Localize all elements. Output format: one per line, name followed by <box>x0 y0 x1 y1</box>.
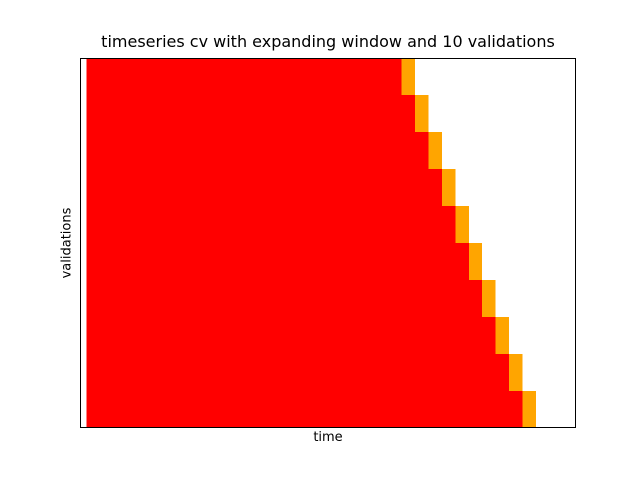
validation-bar-6 <box>455 206 469 243</box>
train-bar-8 <box>86 132 429 169</box>
validation-bar-7 <box>441 169 456 206</box>
train-bar-1 <box>86 391 523 428</box>
validation-bar-10 <box>401 58 416 95</box>
train-bar-7 <box>86 169 442 206</box>
x-axis-label: time <box>313 430 343 445</box>
y-axis-label: validations <box>59 207 75 279</box>
chart-title: timeseries cv with expanding window and … <box>101 32 555 51</box>
train-bar-5 <box>86 243 469 280</box>
train-bar-6 <box>86 206 456 243</box>
validation-bar-2 <box>508 354 523 391</box>
train-bar-3 <box>86 317 496 354</box>
train-bar-9 <box>86 95 416 132</box>
train-bar-4 <box>86 280 483 317</box>
bars-layer <box>86 58 536 428</box>
validation-bar-1 <box>522 391 536 428</box>
validation-bar-4 <box>482 280 496 317</box>
train-bar-2 <box>86 354 509 391</box>
validation-bar-9 <box>415 95 429 132</box>
train-bar-10 <box>86 58 402 95</box>
validation-bar-8 <box>428 132 442 169</box>
validation-bar-3 <box>495 317 509 354</box>
plot-area-frame <box>80 58 576 428</box>
validation-bar-5 <box>468 243 483 280</box>
